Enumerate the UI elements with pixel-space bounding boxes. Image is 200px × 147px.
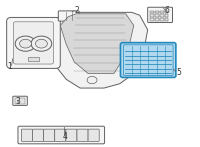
Text: 2: 2 xyxy=(75,6,80,15)
Circle shape xyxy=(35,39,47,48)
Text: 4: 4 xyxy=(63,132,68,141)
Text: 5: 5 xyxy=(176,68,181,77)
FancyBboxPatch shape xyxy=(160,14,164,17)
FancyBboxPatch shape xyxy=(150,18,154,21)
FancyBboxPatch shape xyxy=(66,129,77,141)
Polygon shape xyxy=(44,12,148,88)
FancyBboxPatch shape xyxy=(165,18,168,21)
FancyBboxPatch shape xyxy=(21,129,32,141)
FancyBboxPatch shape xyxy=(165,11,168,13)
Circle shape xyxy=(20,39,31,48)
FancyBboxPatch shape xyxy=(18,126,105,144)
Circle shape xyxy=(15,36,36,51)
Circle shape xyxy=(31,36,52,51)
FancyBboxPatch shape xyxy=(148,7,172,22)
FancyBboxPatch shape xyxy=(165,14,168,17)
Text: 3: 3 xyxy=(15,97,20,106)
FancyBboxPatch shape xyxy=(15,98,25,104)
Text: 1: 1 xyxy=(7,62,12,71)
Polygon shape xyxy=(60,14,134,74)
FancyBboxPatch shape xyxy=(77,129,88,141)
FancyBboxPatch shape xyxy=(14,22,53,64)
FancyBboxPatch shape xyxy=(32,129,44,141)
FancyBboxPatch shape xyxy=(155,11,159,13)
FancyBboxPatch shape xyxy=(150,11,154,13)
Circle shape xyxy=(87,76,97,84)
FancyBboxPatch shape xyxy=(150,14,154,17)
FancyBboxPatch shape xyxy=(7,17,60,68)
FancyBboxPatch shape xyxy=(28,57,39,61)
FancyBboxPatch shape xyxy=(160,18,164,21)
FancyBboxPatch shape xyxy=(88,129,99,141)
FancyBboxPatch shape xyxy=(120,43,176,77)
FancyBboxPatch shape xyxy=(155,18,159,21)
FancyBboxPatch shape xyxy=(58,11,79,21)
FancyBboxPatch shape xyxy=(160,11,164,13)
FancyBboxPatch shape xyxy=(44,129,55,141)
Text: 6: 6 xyxy=(164,6,169,15)
FancyBboxPatch shape xyxy=(13,96,27,105)
FancyBboxPatch shape xyxy=(55,129,66,141)
FancyBboxPatch shape xyxy=(155,14,159,17)
